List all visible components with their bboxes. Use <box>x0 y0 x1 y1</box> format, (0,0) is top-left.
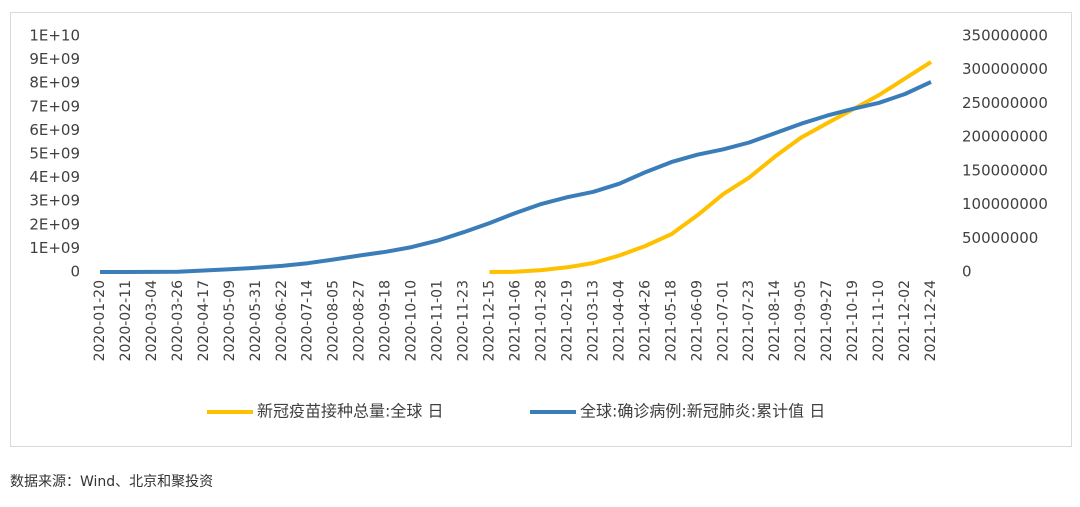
x-tick-label: 2020-12-15 <box>482 280 498 361</box>
y2-tick-label: 0 <box>962 263 972 281</box>
legend-label: 新冠疫苗接种总量:全球 日 <box>257 402 443 421</box>
x-tick-label: 2021-07-01 <box>715 280 731 361</box>
x-tick-label: 2021-09-05 <box>793 280 809 361</box>
y-tick-label: 2E+09 <box>29 215 80 233</box>
y-tick-label: 3E+09 <box>29 192 80 210</box>
x-tick-label: 2020-03-04 <box>144 280 160 361</box>
x-tick-label: 2021-07-23 <box>741 280 757 361</box>
y-tick-label: 9E+09 <box>29 50 80 68</box>
y-tick-label: 1E+10 <box>29 27 80 45</box>
source-note: 数据来源：Wind、北京和聚投资 <box>10 474 213 490</box>
x-tick-label: 2020-03-26 <box>170 280 186 361</box>
y-tick-label: 5E+09 <box>29 145 80 163</box>
x-tick-label: 2021-05-18 <box>663 280 679 361</box>
x-tick-label: 2021-01-06 <box>508 280 524 361</box>
x-tick-label: 2020-11-01 <box>430 280 446 361</box>
y-tick-label: 4E+09 <box>29 168 80 186</box>
x-tick-label: 2020-04-17 <box>196 280 212 361</box>
x-tick-label: 2020-08-05 <box>326 280 342 361</box>
y-tick-label: 7E+09 <box>29 97 80 115</box>
y-tick-label: 1E+09 <box>29 239 80 257</box>
x-tick-label: 2020-06-22 <box>274 280 290 361</box>
x-tick-label: 2021-12-02 <box>897 280 913 361</box>
x-tick-label: 2020-05-31 <box>248 280 264 361</box>
y2-tick-label: 150000000 <box>962 161 1048 179</box>
x-tick-label: 2020-10-10 <box>404 280 420 361</box>
y2-tick-label: 250000000 <box>962 94 1048 112</box>
x-tick-label: 2021-08-14 <box>767 280 783 361</box>
x-tick-label: 2020-05-09 <box>222 280 238 361</box>
x-tick-label: 2020-11-23 <box>456 280 472 361</box>
y-tick-label: 8E+09 <box>29 74 80 92</box>
x-tick-label: 2020-07-14 <box>300 280 316 361</box>
x-tick-label: 2021-03-13 <box>585 280 601 361</box>
series-line <box>489 60 933 274</box>
y2-tick-label: 350000000 <box>962 27 1048 45</box>
x-tick-label: 2020-09-18 <box>378 280 394 361</box>
y-tick-label: 0 <box>70 263 80 281</box>
chart-border <box>10 12 1072 447</box>
legend-label: 全球:确诊病例:新冠肺炎:累计值 日 <box>580 402 825 421</box>
y-tick-label: 6E+09 <box>29 121 80 139</box>
series-line <box>100 80 932 274</box>
x-tick-label: 2021-02-19 <box>559 280 575 361</box>
x-tick-label: 2020-02-11 <box>118 280 134 361</box>
y2-tick-label: 200000000 <box>962 128 1048 146</box>
x-tick-label: 2021-09-27 <box>819 280 835 361</box>
y2-tick-label: 300000000 <box>962 60 1048 78</box>
x-tick-label: 2020-08-27 <box>352 280 368 361</box>
x-tick-label: 2021-04-26 <box>637 280 653 361</box>
x-tick-label: 2021-04-04 <box>611 280 627 361</box>
y2-tick-label: 100000000 <box>962 195 1048 213</box>
x-tick-label: 2021-10-19 <box>845 280 861 361</box>
x-tick-label: 2020-01-20 <box>92 280 108 361</box>
x-tick-label: 2021-12-24 <box>923 280 939 361</box>
x-tick-label: 2021-11-10 <box>871 280 887 361</box>
x-tick-label: 2021-06-09 <box>689 280 705 361</box>
x-tick-label: 2021-01-28 <box>533 280 549 361</box>
y2-tick-label: 50000000 <box>962 229 1038 247</box>
